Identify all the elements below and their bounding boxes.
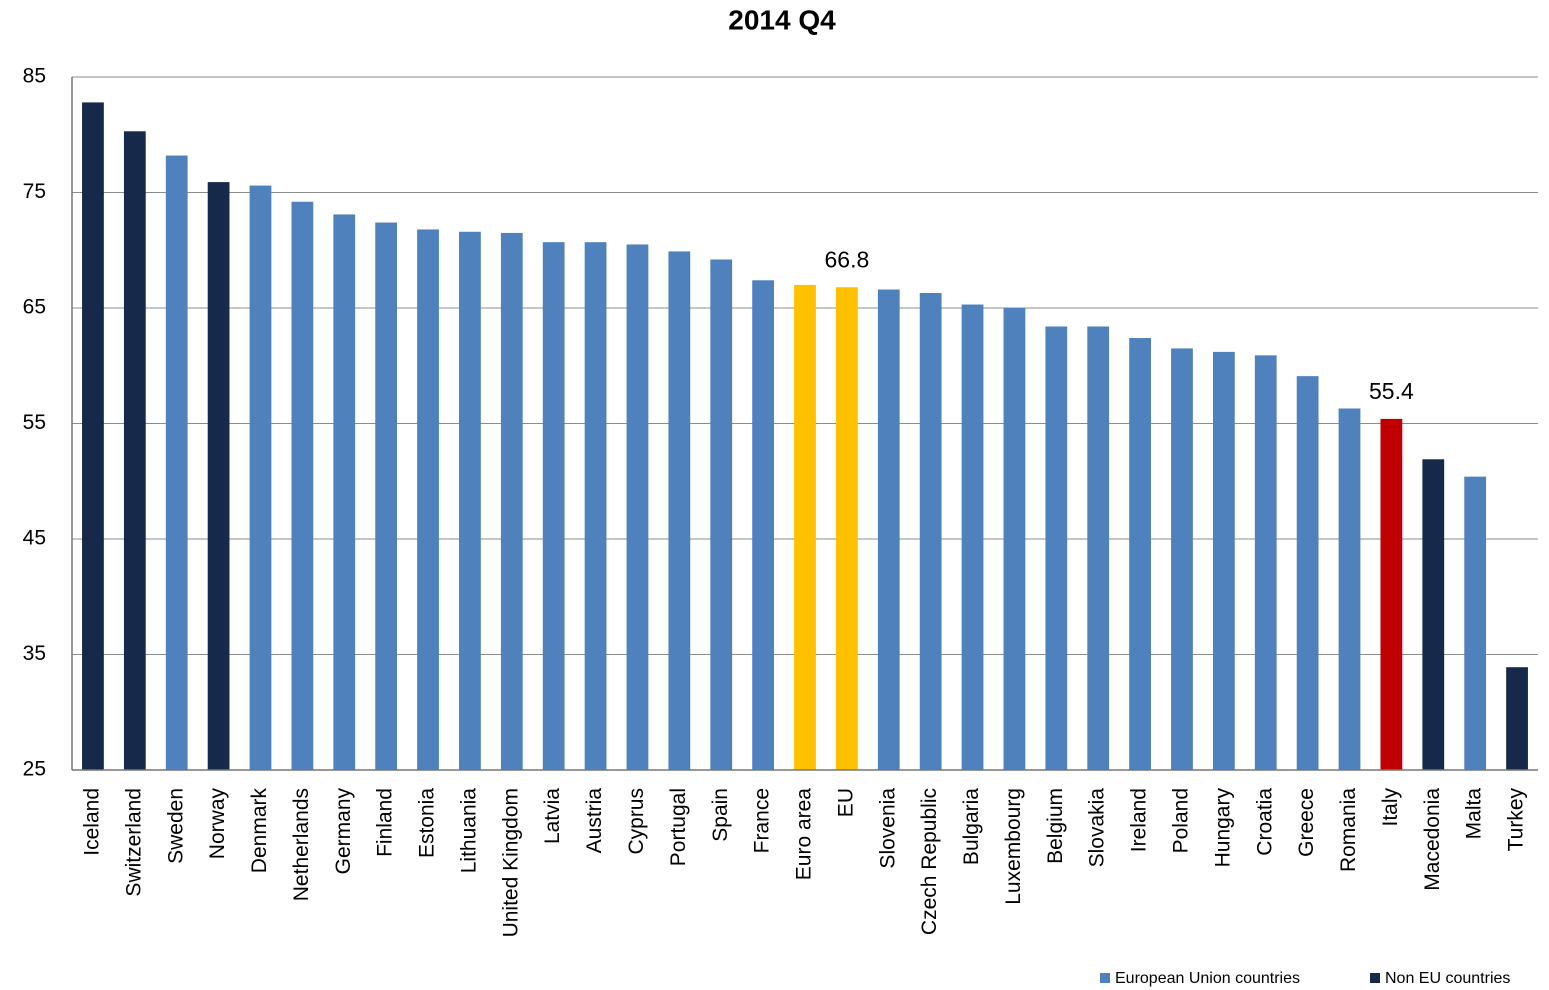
bar xyxy=(794,284,816,770)
x-tick-label: Italy xyxy=(1379,788,1402,827)
x-tick-label: Slovenia xyxy=(876,788,899,869)
y-tick-label: 75 xyxy=(23,180,46,203)
data-label: 66.8 xyxy=(825,246,870,272)
bar xyxy=(333,214,356,770)
x-tick-label: Slovakia xyxy=(1086,788,1109,868)
x-tick-label: Malta xyxy=(1463,788,1486,840)
bar xyxy=(123,131,146,770)
x-tick-label: France xyxy=(751,788,774,853)
bar xyxy=(668,251,691,770)
legend-label: European Union countries xyxy=(1115,970,1300,987)
bar xyxy=(500,232,523,771)
x-tick-label: EU xyxy=(834,788,857,817)
bar xyxy=(459,231,481,770)
bar xyxy=(375,222,398,770)
bar xyxy=(1212,351,1235,770)
bar xyxy=(291,201,314,771)
x-tick-label: United Kingdom xyxy=(499,788,522,937)
bar xyxy=(1506,667,1528,770)
x-tick-label: Iceland xyxy=(80,788,103,856)
x-tick-label: Finland xyxy=(374,788,397,857)
bar xyxy=(752,280,775,770)
bar xyxy=(1003,308,1026,770)
bar xyxy=(1129,338,1151,770)
x-tick-label: Macedonia xyxy=(1421,788,1444,891)
x-tick-label: Ireland xyxy=(1128,788,1151,852)
bar xyxy=(961,304,984,770)
x-tick-label: Denmark xyxy=(248,788,271,874)
x-tick-label: Cyprus xyxy=(625,788,648,855)
x-tick-label: Germany xyxy=(332,788,355,875)
x-tick-label: Latvia xyxy=(541,788,564,844)
bar xyxy=(82,102,104,770)
bar xyxy=(1254,355,1277,770)
bar xyxy=(877,289,900,770)
bar xyxy=(207,182,230,771)
x-tick-label: Romania xyxy=(1337,788,1360,872)
bar xyxy=(1045,326,1068,770)
x-tick-label: Greece xyxy=(1295,788,1318,857)
x-tick-label: Netherlands xyxy=(290,788,313,901)
y-tick-label: 65 xyxy=(23,296,46,319)
bar xyxy=(417,229,439,770)
bar xyxy=(1422,459,1445,770)
y-tick-label: 55 xyxy=(23,411,46,434)
bar xyxy=(1338,408,1361,770)
legend-swatch xyxy=(1100,973,1110,983)
x-tick-label: Bulgaria xyxy=(960,788,983,865)
x-tick-label: Austria xyxy=(583,788,606,854)
bar xyxy=(1296,376,1319,770)
x-tick-label: Switzerland xyxy=(122,788,145,897)
x-tick-label: Euro area xyxy=(793,788,816,881)
x-tick-label: Czech Republic xyxy=(918,788,941,935)
x-tick-label: Hungary xyxy=(1211,788,1234,868)
x-tick-label: Croatia xyxy=(1253,788,1276,856)
bar xyxy=(1171,348,1193,770)
data-label: 55.4 xyxy=(1369,378,1414,404)
bar xyxy=(626,244,649,771)
x-tick-label: Turkey xyxy=(1505,788,1528,852)
y-tick-label: 35 xyxy=(23,642,46,665)
bar xyxy=(835,287,858,770)
x-tick-label: Portugal xyxy=(667,788,690,866)
chart-title: 2014 Q4 xyxy=(728,4,836,35)
x-tick-label: Spain xyxy=(709,788,732,842)
x-tick-label: Sweden xyxy=(164,788,187,864)
x-tick-label: Belgium xyxy=(1044,788,1067,864)
x-tick-label: Norway xyxy=(206,788,229,860)
bar xyxy=(249,185,272,770)
bar xyxy=(1464,476,1487,770)
bar xyxy=(710,259,733,770)
legend-label: Non EU countries xyxy=(1385,970,1510,987)
bar xyxy=(165,155,188,771)
y-tick-label: 45 xyxy=(23,527,46,550)
bar xyxy=(542,242,565,771)
x-tick-label: Lithuania xyxy=(457,788,480,874)
x-tick-label: Poland xyxy=(1170,788,1193,853)
y-tick-label: 25 xyxy=(23,758,46,781)
bar xyxy=(584,242,607,771)
bar xyxy=(1087,326,1110,770)
legend-swatch xyxy=(1370,973,1380,983)
bar xyxy=(1380,418,1403,770)
y-tick-label: 85 xyxy=(23,65,46,88)
x-tick-label: Luxembourg xyxy=(1002,788,1025,905)
bar xyxy=(919,292,942,770)
x-tick-label: Estonia xyxy=(416,788,439,858)
